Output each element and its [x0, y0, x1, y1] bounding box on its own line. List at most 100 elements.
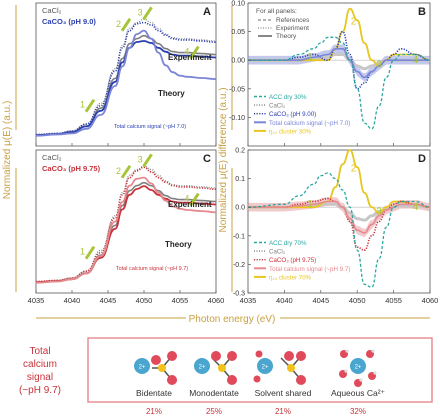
edge-marker-label: 1: [80, 247, 85, 257]
y-tick-label: 0.0: [235, 205, 245, 212]
edge-marker-1: [84, 98, 96, 113]
species-1: 2+ Bidentate 21%: [134, 351, 177, 416]
y-tick-label: 0.05: [231, 29, 245, 36]
ca-ion-icon: [350, 358, 366, 374]
y-tick-label: -0.05: [229, 86, 245, 93]
bottom-side-label-3: signal: [27, 372, 53, 383]
edge-marker-label: 1: [307, 199, 313, 210]
oxygen-icon: [227, 351, 237, 361]
legend-header-theory: Theory: [276, 33, 297, 40]
x-tick-label: 4050: [136, 296, 153, 305]
y-tick-label: -0.2: [233, 262, 245, 269]
y-tick-label: 0.10: [231, 1, 245, 8]
legend-label: CaCl₂: [269, 249, 286, 256]
total-calcium-line: [35, 176, 217, 284]
panel-b-frame: [247, 2, 431, 147]
panel-a-legend: CaCl₂ CaCO₃ (pH 9.0) Experiment Theory T…: [42, 6, 212, 130]
y-tick-label: -0.10: [229, 115, 245, 122]
carbon-icon: [287, 364, 295, 372]
ca-ion-icon: [134, 358, 150, 374]
species-percent: 21%: [275, 407, 291, 416]
edge-marker-label: 3: [376, 206, 382, 217]
edge-marker-3: [142, 153, 153, 168]
legend-c-cacl2: CaCl₂: [42, 153, 62, 162]
water-hydrogen-icon: [371, 349, 375, 353]
carbon-icon: [218, 364, 226, 372]
edge-marker-label: 2: [351, 163, 357, 174]
cluster-line: [247, 149, 431, 214]
legend-a-cacl2: CaCl₂: [42, 6, 62, 15]
x-tick-label: 4040: [64, 296, 81, 305]
x-tick-label: 4050: [349, 296, 366, 305]
x-tick-label: 4040: [276, 296, 293, 305]
label-a-theory: Theory: [158, 89, 185, 98]
oxygen-icon: [211, 351, 221, 361]
water-hydrogen-icon: [345, 349, 349, 353]
water-hydrogen-icon: [344, 369, 348, 373]
oxygen-icon: [296, 375, 306, 385]
ca-charge-label: 2+: [199, 365, 206, 371]
legend-label: η₁₀ cluster 70%: [269, 274, 312, 281]
species-percent: 21%: [146, 407, 162, 416]
panel-c-letter: C: [203, 153, 211, 165]
species-4: 2+ Aqueous Ca²⁺ 32%: [331, 349, 386, 416]
x-tick-label: 4045: [100, 296, 117, 305]
x-tick-label: 4055: [385, 296, 402, 305]
panel-a-frame: [35, 2, 217, 147]
label-a-total: Total calcium signal (~pH 7.0): [114, 124, 186, 130]
x-ticks-right: 4035 4040 4045 4050 4055 4060: [240, 296, 439, 305]
panel-a: A: [35, 2, 217, 147]
x-tick-label: 4035: [240, 296, 257, 305]
species-name: Aqueous Ca²⁺: [331, 388, 386, 398]
species-name: Monodentate: [189, 388, 239, 398]
ca-ion-icon: [194, 358, 210, 374]
y-ticks-b: 0.10 0.05 0.00 -0.05 -0.10: [229, 1, 251, 122]
legend-c-caco3: CaCO₃ (pH 9.75): [42, 164, 101, 173]
ylabel-right: Normalized μ(E) difference (a.u.): [218, 87, 229, 232]
total-calcium-band: [248, 44, 430, 82]
caco3-experiment-line: [35, 166, 217, 283]
y-tick-label: -0.1: [233, 233, 245, 240]
edge-marker-2: [120, 165, 132, 179]
ca-charge-label: 2+: [139, 365, 146, 371]
label-c-experiment: Experiment: [168, 200, 212, 209]
edge-marker-label: 4: [184, 47, 189, 57]
ca-charge-label: 2+: [262, 365, 269, 371]
cluster-line: [247, 7, 431, 67]
edge-marker-1: [84, 245, 96, 260]
legend-label: CaCO₃ (pH 9.75): [269, 257, 316, 264]
legend-label: Total calcium signal (~pH 9.7): [269, 266, 350, 273]
edge-marker-label: 4: [184, 194, 189, 204]
edge-marker-label: 1: [80, 100, 85, 110]
panel-d-letter: D: [418, 153, 426, 165]
edge-marker-label: 2: [351, 16, 357, 27]
panel-b: B: [247, 2, 431, 147]
edge-marker-label: 3: [376, 59, 382, 70]
species-percent: 25%: [206, 407, 222, 416]
oxygen-icon: [167, 351, 177, 361]
oxygen-icon: [167, 375, 177, 385]
caco3-theory-line: [35, 40, 217, 136]
x-tick-label: 4060: [422, 296, 439, 305]
edge-marker-label: 4: [413, 202, 419, 213]
bottom-side-label-2: calcium: [23, 359, 57, 370]
ca-charge-label: 2+: [355, 365, 362, 371]
water-icon: [255, 350, 263, 358]
panel-b-letter: B: [418, 6, 426, 18]
water-hydrogen-icon: [359, 378, 363, 382]
legend-label: Total calcium signal (~pH 7.0): [269, 120, 350, 127]
legend-label: ACC dry 30%: [269, 94, 307, 101]
edge-marker-4: [189, 45, 200, 60]
panel-d: D: [247, 149, 431, 294]
species-percent: 32%: [350, 407, 366, 416]
label-a-experiment: Experiment: [168, 53, 212, 62]
legend-label: CaCO₃ (pH 9.00): [269, 111, 316, 118]
label-c-total: Total calcium signal (~pH 9.7): [116, 266, 188, 272]
panel-d-frame: [247, 149, 431, 294]
x-tick-label: 4045: [312, 296, 329, 305]
y-ticks-d: 0.2 0.1 0.0 -0.1 -0.2 -0.3: [233, 148, 251, 298]
bottom-side-label-4: (~pH 9.7): [19, 385, 61, 396]
species-name: Solvent shared: [255, 388, 312, 398]
species-3: 2+ Solvent shared 21%: [253, 350, 312, 416]
